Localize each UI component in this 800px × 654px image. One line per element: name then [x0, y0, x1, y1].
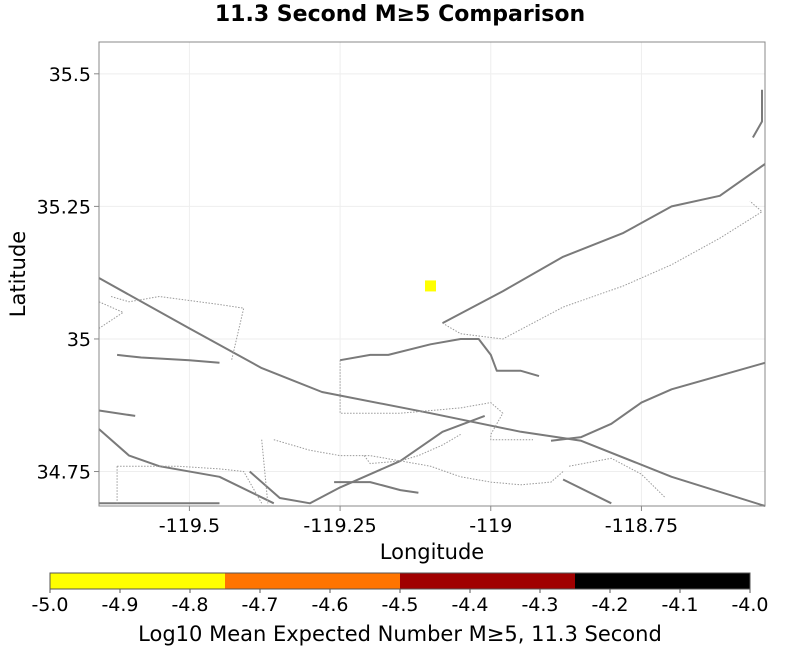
- fault-trace-dotted: [339, 360, 533, 441]
- y-axis-title: Latitude: [6, 231, 30, 317]
- colorbar-tick-label: -4.1: [661, 594, 698, 616]
- fault-trace-solid: [98, 277, 766, 507]
- fault-trace-dotted: [569, 457, 666, 499]
- fault-trace-solid: [562, 478, 612, 505]
- fault-trace-dotted: [363, 433, 461, 465]
- colorbar-segment: [575, 573, 750, 589]
- fault-trace-dotted: [98, 301, 124, 329]
- fault-trace-solid: [98, 409, 136, 417]
- colorbar-ticks: -5.0 -4.9 -4.8 -4.7 -4.6 -4.5 -4.4 -4.3 -4.2 -4.1…: [31, 589, 769, 616]
- colorbar-segment: [400, 573, 575, 589]
- chart-title: 11.3 Second M≥5 Comparison: [214, 2, 586, 27]
- x-tick-label: -118.75: [605, 515, 678, 537]
- y-tick-label: 35: [67, 329, 91, 351]
- y-tick-label: 35.5: [49, 64, 91, 86]
- fault-traces: [98, 89, 766, 507]
- fault-trace-dotted: [442, 200, 763, 340]
- grid-lines: [99, 42, 765, 506]
- colorbar-segment: [50, 573, 225, 589]
- colorbar-tick-label: -4.0: [731, 594, 768, 616]
- fault-trace-solid: [339, 338, 540, 378]
- fault-trace-solid: [550, 361, 766, 442]
- fault-trace-solid: [334, 481, 419, 494]
- colorbar-tick-label: -4.4: [451, 594, 488, 616]
- fault-trace-dotted: [110, 296, 245, 361]
- x-axis-title: Longitude: [380, 540, 484, 564]
- colorbar-tick-label: -4.7: [241, 594, 278, 616]
- plot-frame: [98, 41, 766, 507]
- y-tick-label: 34.75: [37, 462, 91, 484]
- fault-trace-dotted: [273, 439, 564, 486]
- x-tick-label: -119.25: [303, 515, 376, 537]
- hazard-cell: [424, 280, 436, 292]
- colorbar-tick-label: -4.3: [521, 594, 558, 616]
- x-axis-ticks: -119.5 -119.25 -119 -118.75: [159, 506, 678, 537]
- fault-trace-solid: [116, 353, 220, 364]
- colorbar-tick-label: -4.5: [381, 594, 418, 616]
- x-tick-label: -119: [469, 515, 512, 537]
- fault-trace-solid: [442, 163, 766, 324]
- colorbar-tick-label: -4.9: [101, 594, 138, 616]
- hazard-cells: [424, 280, 436, 292]
- colorbar-segment: [225, 573, 400, 589]
- fault-trace-solid: [98, 428, 275, 505]
- colorbar-tick-label: -4.8: [171, 594, 208, 616]
- colorbar-tick-label: -5.0: [31, 594, 68, 616]
- fault-trace-solid: [752, 89, 763, 138]
- y-tick-label: 35.25: [37, 196, 91, 218]
- colorbar-title: Log10 Mean Expected Number M≥5, 11.3 Sec…: [138, 622, 662, 646]
- y-axis-ticks: 35.5 35.25 35 34.75: [37, 64, 99, 484]
- x-tick-label: -119.5: [159, 515, 220, 537]
- fault-trace-solid: [249, 414, 486, 505]
- colorbar-tick-label: -4.2: [591, 594, 628, 616]
- colorbar-tick-label: -4.6: [311, 594, 348, 616]
- fault-trace-dotted: [117, 465, 263, 504]
- colorbar: [49, 572, 751, 590]
